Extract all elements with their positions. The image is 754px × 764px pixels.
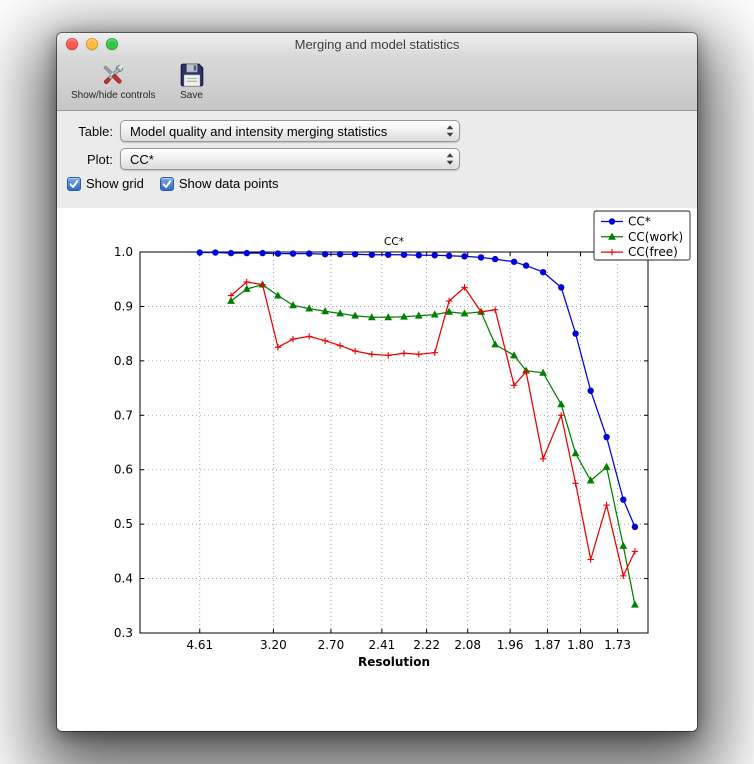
- y-tick-label: 0.3: [114, 626, 133, 640]
- plot-label: Plot:: [86, 151, 113, 167]
- show-data-points-checkbox-box[interactable]: [159, 176, 174, 191]
- legend-entry-label: CC(free): [628, 245, 678, 259]
- toolbar: Show/hide controls Save: [57, 56, 697, 111]
- plot-panel: 4.61 3.20 2.70 2.41 2.22 2.08 1.96 1.87 1.80 1.73…: [57, 208, 697, 731]
- y-tick-label: 1.0: [114, 245, 133, 259]
- show-grid-label: Show grid: [86, 176, 144, 191]
- save-icon: [180, 63, 203, 87]
- x-tick-label: 1.96: [497, 638, 524, 652]
- app-window: Merging and model statistics Show/hide c…: [57, 33, 697, 731]
- axes-frame: [139, 251, 649, 634]
- x-tick-label: 4.61: [186, 638, 213, 652]
- chart-title: CC*: [384, 236, 404, 248]
- legend: CC*CC(work)CC(free): [593, 210, 691, 261]
- x-tick-label: 2.41: [369, 638, 396, 652]
- x-axis-label: Resolution: [358, 655, 430, 669]
- x-tick-label: 1.87: [534, 638, 561, 652]
- titlebar[interactable]: Merging and model statistics: [57, 33, 697, 56]
- show-data-points-checkbox[interactable]: Show data points: [159, 176, 279, 191]
- y-tick-label: 0.9: [114, 299, 133, 313]
- save-label: Save: [180, 90, 203, 101]
- window-title: Merging and model statistics: [294, 37, 460, 52]
- x-tick-label: 1.73: [604, 638, 631, 652]
- save-button[interactable]: Save: [172, 59, 212, 102]
- plot-select-value: CC*: [130, 151, 154, 167]
- y-tick-label: 0.8: [114, 354, 133, 368]
- x-tick-label: 2.22: [413, 638, 440, 652]
- zoom-button[interactable]: [106, 38, 118, 50]
- y-tick-label: 0.6: [114, 463, 133, 477]
- controls-panel: Table: Model quality and intensity mergi…: [57, 111, 697, 208]
- tools-icon: [103, 64, 124, 85]
- popup-arrows-icon: [446, 153, 454, 165]
- y-tick-label: 0.5: [114, 517, 133, 531]
- checkmark-icon: [69, 179, 79, 188]
- show-grid-checkbox[interactable]: Show grid: [67, 176, 144, 191]
- x-tick-label: 3.20: [260, 638, 287, 652]
- y-tick-label: 0.4: [114, 572, 133, 586]
- popup-arrows-icon: [446, 125, 454, 137]
- checkmark-icon: [162, 179, 172, 188]
- legend-entry-label: CC(work): [628, 230, 683, 244]
- window-controls: [66, 38, 118, 50]
- plot-select[interactable]: CC*: [120, 148, 460, 170]
- table-label: Table:: [78, 123, 113, 139]
- x-tick-label: 2.08: [454, 638, 481, 652]
- grid-lines: [140, 252, 648, 633]
- show-hide-controls-label: Show/hide controls: [71, 90, 156, 101]
- series-cc: [196, 249, 639, 531]
- table-select[interactable]: Model quality and intensity merging stat…: [120, 120, 460, 142]
- show-data-points-label: Show data points: [178, 176, 279, 191]
- x-tick-label: 2.70: [318, 638, 345, 652]
- y-tick-label: 0.7: [114, 408, 133, 422]
- series-ccfree: [227, 278, 639, 580]
- close-button[interactable]: [66, 38, 78, 50]
- series-ccwork: [227, 280, 639, 608]
- x-tick-label: 1.80: [567, 638, 594, 652]
- table-select-value: Model quality and intensity merging stat…: [130, 123, 388, 139]
- chart-canvas: 4.61 3.20 2.70 2.41 2.22 2.08 1.96 1.87 1.80 1.73…: [114, 210, 691, 669]
- minimize-button[interactable]: [86, 38, 98, 50]
- show-hide-controls-button[interactable]: Show/hide controls: [65, 59, 162, 102]
- show-grid-checkbox-box[interactable]: [67, 176, 81, 191]
- legend-entry-label: CC*: [628, 215, 651, 229]
